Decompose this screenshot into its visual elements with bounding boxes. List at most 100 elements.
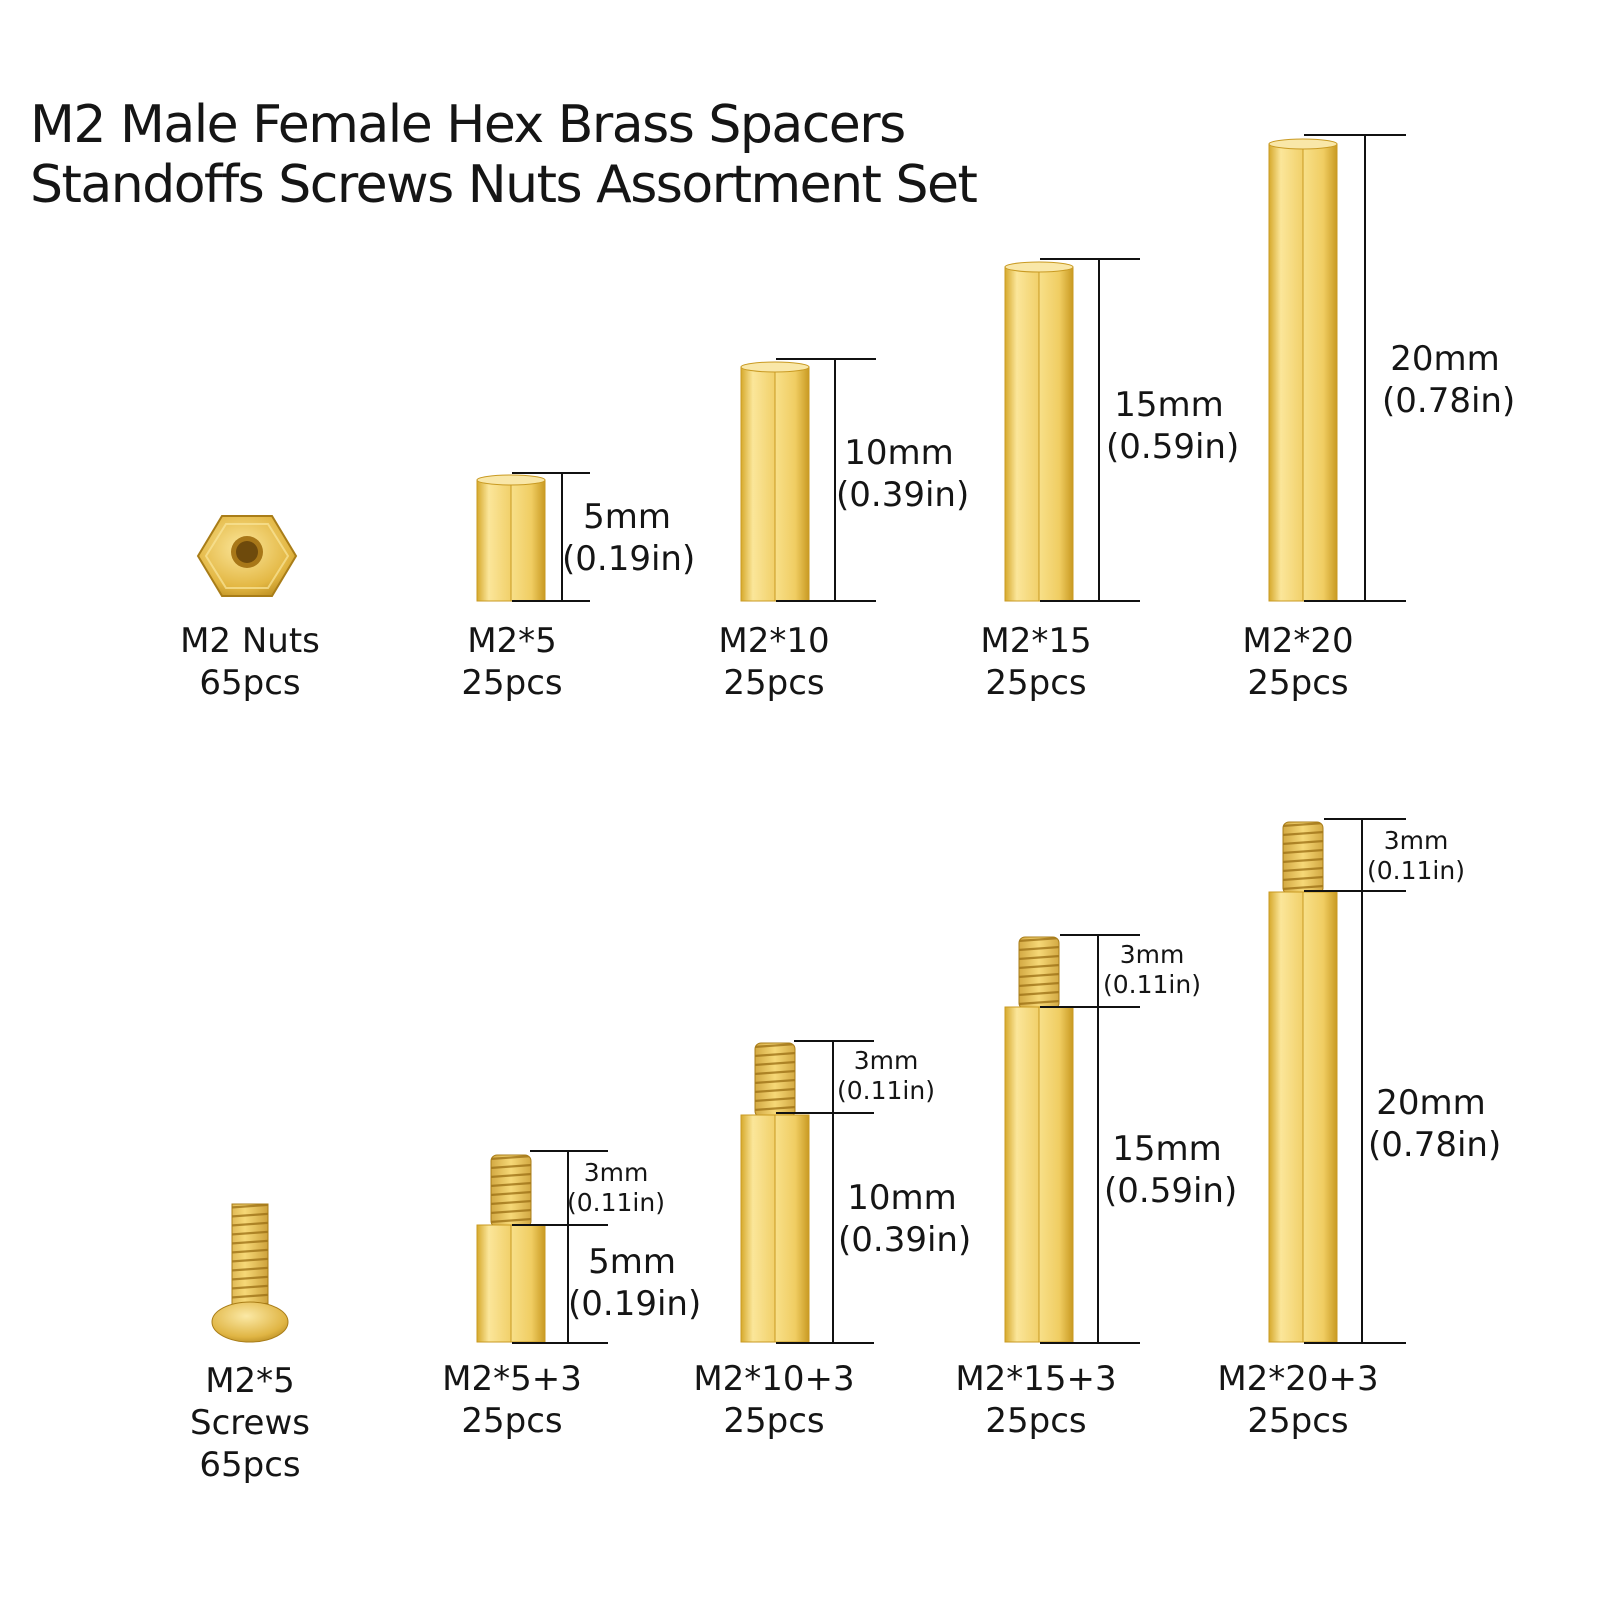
item-quantity: 25pcs — [461, 1401, 563, 1441]
dimension-inch: (0.78in) — [1382, 381, 1516, 421]
dim-line-vertical — [1361, 818, 1363, 1344]
item-quantity: 25pcs — [1247, 663, 1349, 703]
dimension-label: 15mm (0.59in) — [1106, 384, 1240, 468]
dimension-label: 5mm (0.19in) — [568, 1241, 702, 1325]
screw-image — [211, 1203, 289, 1343]
thread-dimension-label: 3mm (0.11in) — [1364, 826, 1468, 886]
dimension-inch: (0.19in) — [568, 1284, 702, 1324]
dim-line-top — [794, 1040, 874, 1042]
dim-line-vertical — [834, 358, 836, 602]
item-label-m2x5-screws: M2*5 Screws 65pcs — [160, 1360, 340, 1486]
item-name: M2*5+3 — [442, 1359, 582, 1399]
standoff-m2x5-image — [476, 474, 546, 602]
thread-dimension-inch: (0.11in) — [837, 1076, 935, 1105]
item-label-m2x10: M2*10 25pcs — [694, 620, 854, 704]
item-name: M2 Nuts — [180, 621, 320, 661]
dimension-mm: 5mm — [588, 1242, 676, 1282]
dimension-mm: 10mm — [844, 433, 954, 473]
dimension-mm: 15mm — [1114, 385, 1224, 425]
item-label-m2x20: M2*20 25pcs — [1218, 620, 1378, 704]
item-quantity: 65pcs — [199, 663, 301, 703]
dimension-label: 10mm (0.39in) — [836, 432, 970, 516]
dimension-mm: 5mm — [583, 497, 671, 537]
dim-line-top — [530, 1150, 608, 1152]
standoff-m2x5plus3-image — [476, 1154, 546, 1343]
item-name: M2*15 — [980, 621, 1092, 661]
dimension-label: 20mm (0.78in) — [1368, 1082, 1502, 1166]
thread-dimension-mm: 3mm — [583, 1158, 649, 1187]
dim-line-middle — [512, 1224, 608, 1226]
dim-line-bottom — [776, 600, 876, 602]
item-name: M2*10 — [718, 621, 830, 661]
thread-dimension-label: 3mm (0.11in) — [1100, 940, 1204, 1000]
dim-line-vertical — [1364, 134, 1366, 602]
dim-line-middle — [1040, 1006, 1140, 1008]
item-quantity: 25pcs — [985, 1401, 1087, 1441]
item-label-m2x15: M2*15 25pcs — [956, 620, 1116, 704]
standoff-m2x15plus3-image — [1004, 936, 1074, 1343]
thread-dimension-inch: (0.11in) — [1103, 970, 1201, 999]
standoff-m2x10-image — [740, 361, 810, 602]
dimension-mm: 20mm — [1376, 1083, 1486, 1123]
item-quantity: 25pcs — [461, 663, 563, 703]
thread-dimension-inch: (0.11in) — [1367, 856, 1465, 885]
dimension-inch: (0.39in) — [836, 475, 970, 515]
item-label-m2x5: M2*5 25pcs — [432, 620, 592, 704]
item-label-m2x20plus3: M2*20+3 25pcs — [1208, 1358, 1388, 1442]
thread-dimension-label: 3mm (0.11in) — [564, 1158, 668, 1218]
dimension-inch: (0.59in) — [1104, 1171, 1238, 1211]
hex-nut-image — [196, 515, 298, 597]
dim-line-top — [1060, 934, 1140, 936]
dim-line-bottom — [1040, 600, 1140, 602]
dim-line-middle — [776, 1112, 874, 1114]
item-quantity: 25pcs — [985, 663, 1087, 703]
dimension-label: 20mm (0.78in) — [1382, 338, 1516, 422]
item-name: M2*5 — [467, 621, 557, 661]
item-quantity: 25pcs — [1247, 1401, 1349, 1441]
dim-line-bottom — [776, 1342, 874, 1344]
dimension-mm: 20mm — [1390, 339, 1500, 379]
item-name: M2*20 — [1242, 621, 1354, 661]
item-quantity: 65pcs — [199, 1445, 301, 1485]
dimension-mm: 10mm — [847, 1178, 957, 1218]
dim-line-vertical — [1098, 258, 1100, 602]
thread-dimension-mm: 3mm — [1383, 826, 1449, 855]
title-line-1: M2 Male Female Hex Brass Spacers — [30, 95, 906, 155]
item-quantity: 25pcs — [723, 1401, 825, 1441]
item-label-m2x10plus3: M2*10+3 25pcs — [684, 1358, 864, 1442]
dim-line-top — [1040, 258, 1140, 260]
dimension-label: 10mm (0.39in) — [838, 1177, 972, 1261]
dim-line-bottom — [1304, 600, 1406, 602]
dim-line-bottom — [512, 1342, 608, 1344]
thread-dimension-mm: 3mm — [853, 1046, 919, 1075]
item-name: M2*10+3 — [693, 1359, 855, 1399]
dimension-inch: (0.78in) — [1368, 1125, 1502, 1165]
dimension-mm: 15mm — [1112, 1129, 1222, 1169]
dimension-inch: (0.19in) — [562, 539, 696, 579]
dimension-inch: (0.59in) — [1106, 427, 1240, 467]
dim-line-top — [1304, 134, 1406, 136]
thread-dimension-mm: 3mm — [1119, 940, 1185, 969]
dim-line-bottom — [1304, 1342, 1406, 1344]
dimension-label: 15mm (0.59in) — [1104, 1128, 1238, 1212]
standoff-m2x15-image — [1004, 261, 1074, 602]
dim-line-vertical — [832, 1040, 834, 1344]
thread-dimension-inch: (0.11in) — [567, 1188, 665, 1217]
item-name: M2*15+3 — [955, 1359, 1117, 1399]
standoff-m2x10plus3-image — [740, 1042, 810, 1343]
dim-line-bottom — [512, 600, 590, 602]
dim-line-vertical — [567, 1150, 569, 1344]
dim-line-bottom — [1040, 1342, 1140, 1344]
thread-dimension-label: 3mm (0.11in) — [834, 1046, 938, 1106]
dimension-inch: (0.39in) — [838, 1220, 972, 1260]
title-line-2: Standoffs Screws Nuts Assortment Set — [30, 155, 978, 215]
dim-line-top — [776, 358, 876, 360]
page-title: M2 Male Female Hex Brass Spacers Standof… — [30, 95, 978, 215]
item-name: M2*5 — [205, 1361, 295, 1401]
dim-line-vertical — [561, 472, 563, 602]
standoff-m2x20plus3-image — [1268, 821, 1338, 1343]
item-quantity: 25pcs — [723, 663, 825, 703]
dim-line-top — [512, 472, 590, 474]
item-name: M2*20+3 — [1217, 1359, 1379, 1399]
item-label-m2x15plus3: M2*15+3 25pcs — [946, 1358, 1126, 1442]
